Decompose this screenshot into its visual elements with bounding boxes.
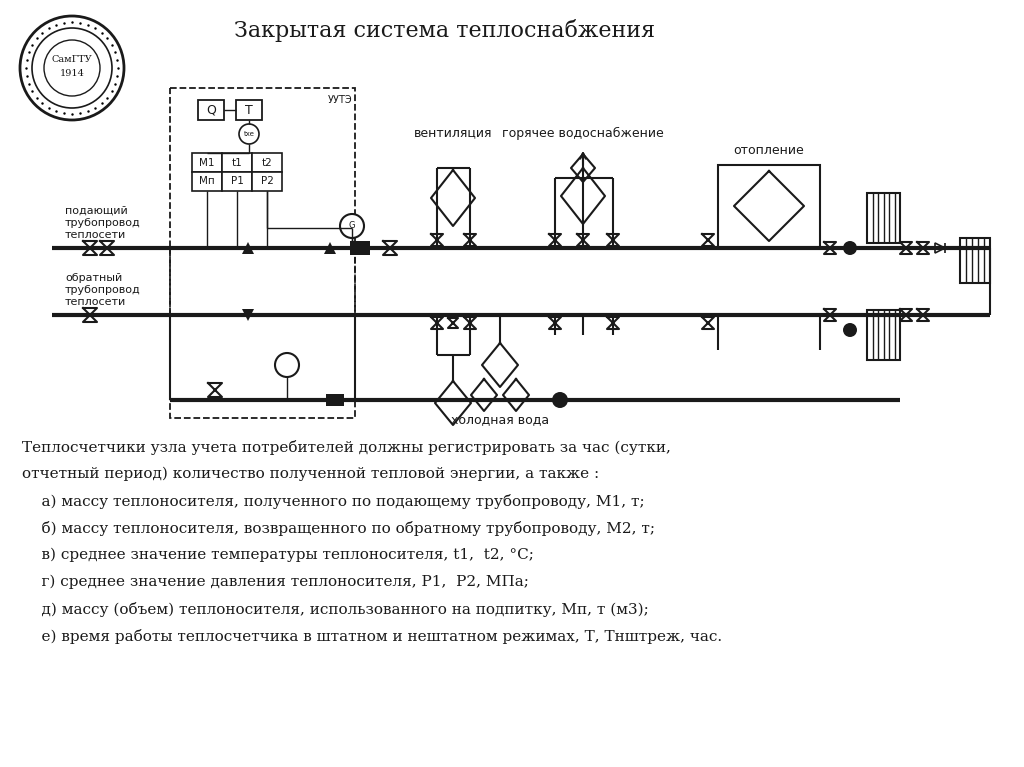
Text: отопление: отопление — [733, 143, 805, 156]
Text: подающий: подающий — [65, 206, 128, 216]
Text: M1: M1 — [200, 157, 215, 167]
Bar — [252, 153, 282, 172]
Text: G: G — [349, 222, 355, 231]
Polygon shape — [242, 242, 254, 254]
Bar — [236, 100, 262, 120]
Text: Закрытая система теплоснабжения: Закрытая система теплоснабжения — [234, 18, 655, 41]
Circle shape — [20, 16, 124, 120]
Circle shape — [843, 241, 857, 255]
Text: теплосети: теплосети — [65, 297, 126, 307]
Text: P1: P1 — [230, 176, 244, 186]
Text: отчетный период) количество полученной тепловой энергии, а также :: отчетный период) количество полученной т… — [22, 467, 599, 482]
Text: б) массу теплоносителя, возвращенного по обратному трубопроводу, М2, т;: б) массу теплоносителя, возвращенного по… — [22, 521, 655, 536]
Text: Q: Q — [206, 104, 216, 117]
Bar — [326, 394, 344, 406]
Text: СамГТУ: СамГТУ — [51, 55, 92, 64]
Text: д) массу (объем) теплоносителя, использованного на подпитку, Мп, т (м3);: д) массу (объем) теплоносителя, использо… — [22, 602, 649, 617]
Bar — [222, 172, 252, 191]
Text: вентиляция: вентиляция — [414, 127, 493, 140]
Bar — [252, 172, 282, 191]
Text: в) среднее значение температуры теплоносителя, t1,  t2, °С;: в) среднее значение температуры теплонос… — [22, 548, 534, 562]
Text: обратный: обратный — [65, 273, 122, 283]
Text: горячее водоснабжение: горячее водоснабжение — [502, 127, 664, 140]
Text: а) массу теплоносителя, полученного по подающему трубопроводу, М1, т;: а) массу теплоносителя, полученного по п… — [22, 494, 645, 509]
Bar — [867, 193, 900, 243]
Circle shape — [44, 40, 100, 96]
Text: трубопровод: трубопровод — [65, 285, 140, 295]
Text: Теплосчетчики узла учета потребителей должны регистрировать за час (сутки,: Теплосчетчики узла учета потребителей до… — [22, 440, 671, 455]
Polygon shape — [324, 242, 336, 254]
Bar — [718, 165, 820, 248]
Polygon shape — [242, 309, 254, 321]
Text: е) время работы теплосчетчика в штатном и нештатном режимах, Т, Тнштреж, час.: е) время работы теплосчетчика в штатном … — [22, 629, 722, 644]
Text: txe: txe — [244, 131, 254, 137]
Circle shape — [552, 392, 568, 408]
Text: г) среднее значение давления теплоносителя, Р1,  Р2, МПа;: г) среднее значение давления теплоносите… — [22, 575, 528, 589]
Bar — [961, 238, 990, 283]
Circle shape — [275, 353, 299, 377]
Text: t1: t1 — [231, 157, 243, 167]
Text: трубопровод: трубопровод — [65, 218, 140, 228]
Polygon shape — [935, 243, 945, 253]
Text: холодная вода: холодная вода — [451, 413, 549, 426]
Bar — [170, 88, 355, 418]
Text: t2: t2 — [261, 157, 272, 167]
Text: P2: P2 — [260, 176, 273, 186]
Text: теплосети: теплосети — [65, 230, 126, 240]
Bar — [222, 153, 252, 172]
Text: 1914: 1914 — [59, 68, 84, 77]
Bar — [193, 153, 222, 172]
Text: УУТЭ: УУТЭ — [328, 95, 352, 105]
Bar — [350, 241, 370, 255]
Text: T: T — [245, 104, 253, 117]
Circle shape — [239, 124, 259, 144]
Circle shape — [340, 214, 364, 238]
Bar — [193, 172, 222, 191]
Text: Мп: Мп — [199, 176, 215, 186]
Bar — [198, 100, 224, 120]
Circle shape — [843, 323, 857, 337]
Circle shape — [32, 28, 112, 108]
Bar — [867, 310, 900, 360]
